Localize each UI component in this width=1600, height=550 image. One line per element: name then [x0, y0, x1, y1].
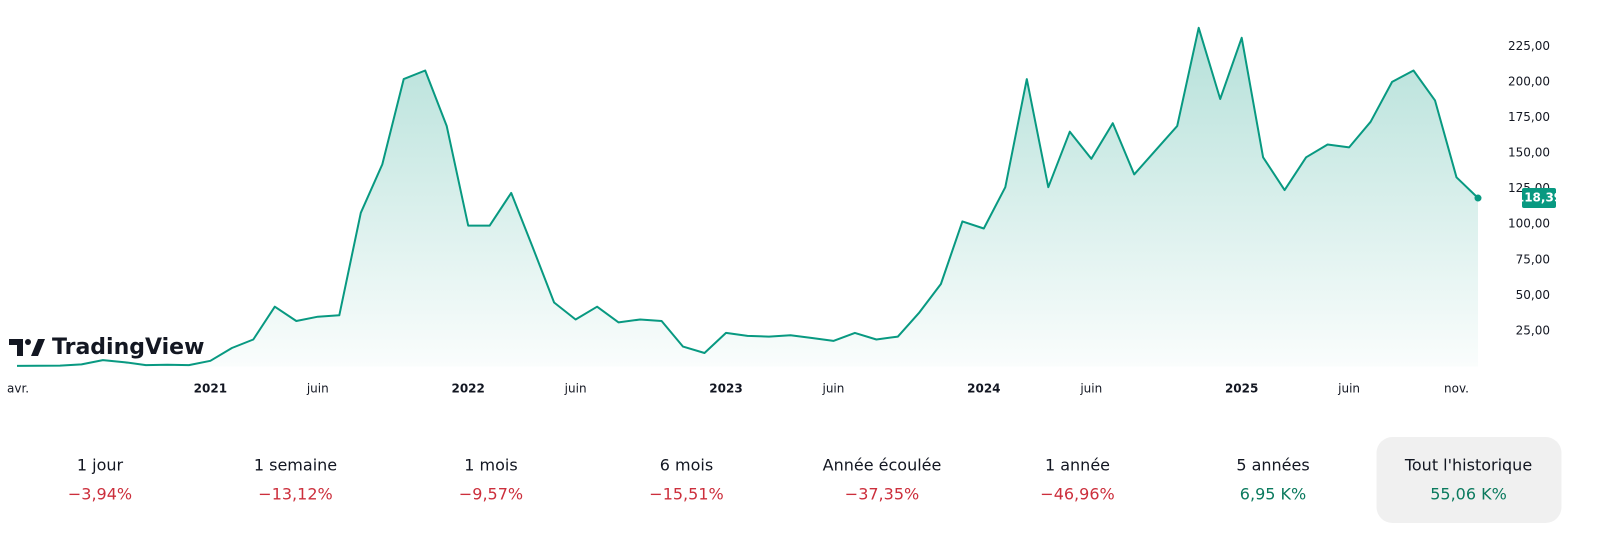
- period-label[interactable]: 6 mois: [660, 456, 713, 475]
- x-tick-label: juin: [306, 382, 329, 396]
- x-tick-label: nov.: [1444, 382, 1469, 396]
- y-tick-label: 75,00: [1516, 252, 1550, 266]
- logo-icon: [25, 339, 31, 345]
- period-label[interactable]: 5 années: [1236, 456, 1309, 475]
- period-label[interactable]: 1 année: [1045, 456, 1110, 475]
- period-label[interactable]: Tout l'historique: [1404, 456, 1532, 475]
- y-tick-label: 25,00: [1516, 323, 1550, 337]
- period-change: 55,06 K%: [1430, 485, 1507, 504]
- x-tick-label: 2022: [451, 382, 484, 396]
- x-tick-label: avr.: [7, 382, 29, 396]
- period-label[interactable]: 1 semaine: [254, 456, 337, 475]
- x-tick-label: juin: [1337, 382, 1360, 396]
- price-label: 118,39: [1516, 191, 1562, 205]
- x-tick-label: 2023: [709, 382, 742, 396]
- y-tick-label: 100,00: [1508, 217, 1550, 231]
- x-tick-label: juin: [564, 382, 587, 396]
- y-tick-label: 50,00: [1516, 288, 1550, 302]
- period-change: −15,51%: [649, 485, 723, 504]
- period-change: −13,12%: [258, 485, 332, 504]
- x-tick-label: juin: [1079, 382, 1102, 396]
- last-point: [1474, 194, 1482, 202]
- x-tick-label: 2021: [194, 382, 227, 396]
- period-change: 6,95 K%: [1240, 485, 1306, 504]
- period-label[interactable]: 1 jour: [77, 456, 124, 475]
- x-tick-label: juin: [821, 382, 844, 396]
- period-label[interactable]: 1 mois: [464, 456, 517, 475]
- brand: TradingView: [52, 335, 204, 360]
- price-badge: [1522, 188, 1556, 209]
- period-change: −9,57%: [459, 485, 523, 504]
- area: [17, 27, 1478, 367]
- y-tick-label: 175,00: [1508, 110, 1550, 124]
- logo-icon: [9, 339, 23, 356]
- x-tick-label: 2025: [1225, 382, 1258, 396]
- y-tick-label: 225,00: [1508, 39, 1550, 53]
- line: [16, 26, 1479, 367]
- period-change: −37,35%: [845, 485, 919, 504]
- period-change: −46,96%: [1040, 485, 1114, 504]
- logo: TradingView: [9, 335, 204, 360]
- period-change: −3,94%: [68, 485, 132, 504]
- x-tick-label: 2024: [967, 382, 1000, 396]
- logo-icon: [31, 339, 45, 356]
- y-tick-label: 200,00: [1508, 74, 1550, 88]
- period-label[interactable]: Année écoulée: [823, 456, 942, 475]
- period-selected: [1376, 437, 1562, 523]
- y-tick-label: 150,00: [1508, 146, 1550, 160]
